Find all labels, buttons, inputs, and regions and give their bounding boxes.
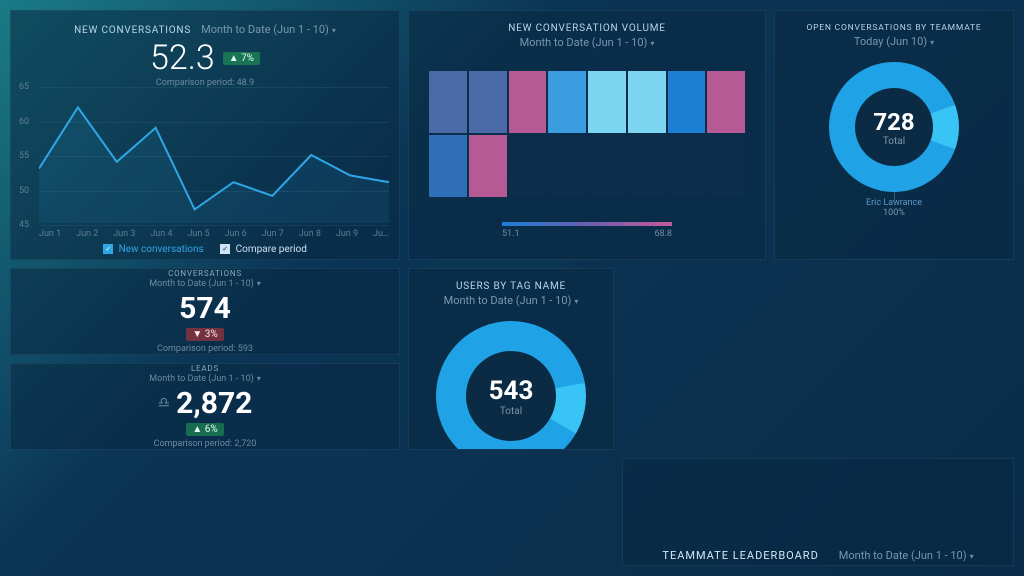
leads-value: 2,872 [176, 386, 252, 421]
tag-value: 543 [489, 376, 534, 406]
conv-period[interactable]: Month to Date (Jun 1 - 10) [149, 279, 261, 289]
tag-sub: Total [500, 406, 522, 417]
leaderboard-period[interactable]: Month to Date (Jun 1 - 10) [839, 549, 974, 562]
line-period[interactable]: Month to Date (Jun 1 - 10) [201, 23, 336, 36]
open-donut: 728 Total [829, 62, 959, 192]
users-by-tag-card: USERS BY TAG NAME Month to Date (Jun 1 -… [408, 268, 614, 450]
tag-period[interactable]: Month to Date (Jun 1 - 10) [409, 294, 613, 307]
volume-cell [628, 71, 666, 133]
volume-heatmap [429, 71, 745, 197]
balance-icon: ♎︎ [158, 395, 171, 411]
volume-cell [548, 135, 586, 197]
open-title: OPEN CONVERSATIONS BY TEAMMATE [775, 11, 1013, 33]
legend-series[interactable]: New conversations [119, 244, 204, 255]
conv-title: CONVERSATIONS [168, 269, 242, 278]
line-chart-area: 4550556065 [21, 87, 389, 223]
volume-cell [588, 71, 626, 133]
leads-comparison: Comparison period: 2,720 [154, 439, 257, 449]
legend-compare[interactable]: Compare period [236, 244, 307, 255]
open-period[interactable]: Today (Jun 10) [775, 35, 1013, 48]
leads-period[interactable]: Month to Date (Jun 1 - 10) [149, 374, 261, 384]
checkbox-compare-icon[interactable]: ✓ [220, 244, 230, 254]
volume-cell [429, 135, 467, 197]
volume-cell [429, 71, 467, 133]
tag-title: USERS BY TAG NAME [409, 269, 613, 292]
line-delta-badge: ▲ 7% [223, 52, 260, 65]
line-value: 52.3 [150, 38, 215, 78]
volume-cell [628, 135, 666, 197]
leaderboard-title: TEAMMATE LEADERBOARD [662, 549, 818, 562]
open-value: 728 [873, 108, 914, 136]
volume-title: NEW CONVERSATION VOLUME [409, 11, 765, 34]
leads-delta: ▲ 6% [186, 423, 223, 436]
checkbox-series-icon[interactable]: ✓ [103, 244, 113, 254]
leads-title: LEADS [191, 364, 219, 373]
volume-card: NEW CONVERSATION VOLUME Month to Date (J… [408, 10, 766, 260]
conv-comparison: Comparison period: 593 [157, 344, 253, 354]
volume-cell [668, 135, 706, 197]
open-foot-pct: 100% [775, 208, 1013, 218]
volume-cell [707, 135, 745, 197]
line-xaxis: Jun 1Jun 2Jun 3Jun 4Jun 5Jun 6Jun 7Jun 8… [39, 229, 389, 239]
conv-delta: ▼ 3% [186, 328, 223, 341]
volume-cell [509, 71, 547, 133]
open-conversations-card: OPEN CONVERSATIONS BY TEAMMATE Today (Ju… [774, 10, 1014, 260]
volume-scale-max: 68.8 [654, 229, 672, 239]
leads-card: LEADS Month to Date (Jun 1 - 10) ♎︎ 2,87… [10, 363, 400, 450]
leaderboard-header: # NAME OPEN CONVERSATIONS CLOSED CONVERS… [623, 562, 1013, 566]
conv-value: 574 [179, 291, 231, 326]
volume-cell [707, 71, 745, 133]
tag-donut: 543 Total [436, 321, 586, 450]
volume-cell [469, 71, 507, 133]
volume-cell [509, 135, 547, 197]
line-title: NEW CONVERSATIONS [74, 25, 191, 36]
conversations-card: CONVERSATIONS Month to Date (Jun 1 - 10)… [10, 268, 400, 355]
open-sub: Total [883, 136, 905, 147]
volume-period[interactable]: Month to Date (Jun 1 - 10) [409, 36, 765, 49]
stats-stack: CONVERSATIONS Month to Date (Jun 1 - 10)… [10, 268, 400, 450]
volume-cell [469, 135, 507, 197]
volume-scale: 51.1 68.8 [502, 222, 672, 239]
volume-cell [548, 71, 586, 133]
line-legend: ✓ New conversations ✓ Compare period [11, 244, 399, 255]
volume-scale-min: 51.1 [502, 229, 520, 239]
volume-cell [588, 135, 626, 197]
new-conversations-card: NEW CONVERSATIONS Month to Date (Jun 1 -… [10, 10, 400, 260]
volume-cell [668, 71, 706, 133]
leaderboard-card: TEAMMATE LEADERBOARD Month to Date (Jun … [622, 458, 1014, 566]
